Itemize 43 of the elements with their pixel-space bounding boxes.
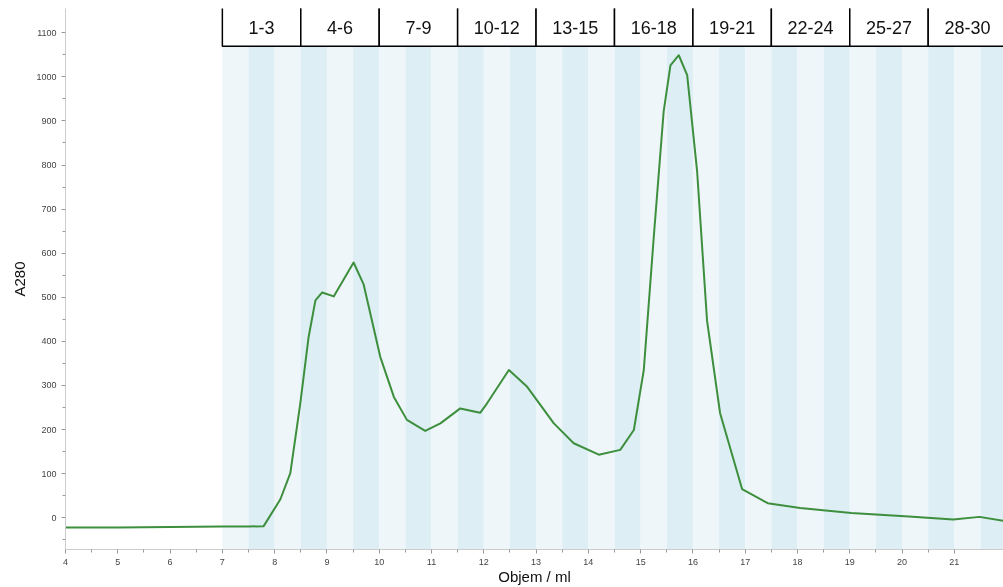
x-tick-label: 18 bbox=[792, 556, 803, 567]
x-tick-label: 9 bbox=[324, 556, 330, 567]
x-tick-label: 20 bbox=[897, 556, 908, 567]
y-tick-label: 800 bbox=[41, 160, 57, 171]
x-tick-label: 5 bbox=[115, 556, 121, 567]
y-axis-title: A280 bbox=[11, 261, 29, 297]
band-label: 28-30 bbox=[944, 17, 991, 38]
y-tick-label: 500 bbox=[41, 292, 57, 303]
x-tick-label: 19 bbox=[844, 556, 855, 567]
x-tick-label: 14 bbox=[583, 556, 594, 567]
y-tick-label: 400 bbox=[41, 336, 57, 347]
band-label: 25-27 bbox=[865, 17, 913, 38]
line-series bbox=[65, 54, 1003, 529]
band-label: 19-21 bbox=[709, 17, 756, 38]
x-tick-label: 4 bbox=[63, 556, 69, 567]
band-label: 22-24 bbox=[787, 17, 834, 38]
x-tick-label: 13 bbox=[531, 556, 542, 567]
band-label: 13-15 bbox=[552, 17, 599, 38]
y-tick-label: 900 bbox=[41, 115, 57, 126]
x-tick-label: 15 bbox=[635, 556, 646, 567]
y-tick-label: 700 bbox=[41, 204, 57, 215]
x-tick-label: 21 bbox=[949, 556, 960, 567]
x-tick-label: 11 bbox=[426, 556, 437, 567]
y-tick-label: 1100 bbox=[37, 27, 57, 38]
x-tick-label: 17 bbox=[740, 556, 751, 567]
x-axis-title: Objem / ml bbox=[498, 567, 571, 585]
y-tick-label: 200 bbox=[41, 424, 57, 435]
x-tick-label: 7 bbox=[219, 556, 225, 567]
x-tick-label: 6 bbox=[167, 556, 173, 567]
band-label: 7-9 bbox=[405, 17, 432, 38]
x-tick-label: 10 bbox=[374, 556, 385, 567]
x-tick-label: 8 bbox=[272, 556, 278, 567]
y-tick-label: 300 bbox=[41, 380, 57, 391]
x-tick-label: 12 bbox=[478, 556, 489, 567]
band-label: 16-18 bbox=[630, 17, 677, 38]
y-tick-label: 600 bbox=[41, 248, 57, 259]
band-label: 10-12 bbox=[473, 17, 520, 38]
band-label: 1-3 bbox=[248, 17, 275, 38]
y-tick-label: 1000 bbox=[36, 71, 57, 82]
y-tick-label: 100 bbox=[41, 468, 57, 479]
y-tick-label: 0 bbox=[51, 512, 57, 523]
x-tick-label: 16 bbox=[687, 556, 698, 567]
band-label: 4-6 bbox=[326, 17, 354, 38]
